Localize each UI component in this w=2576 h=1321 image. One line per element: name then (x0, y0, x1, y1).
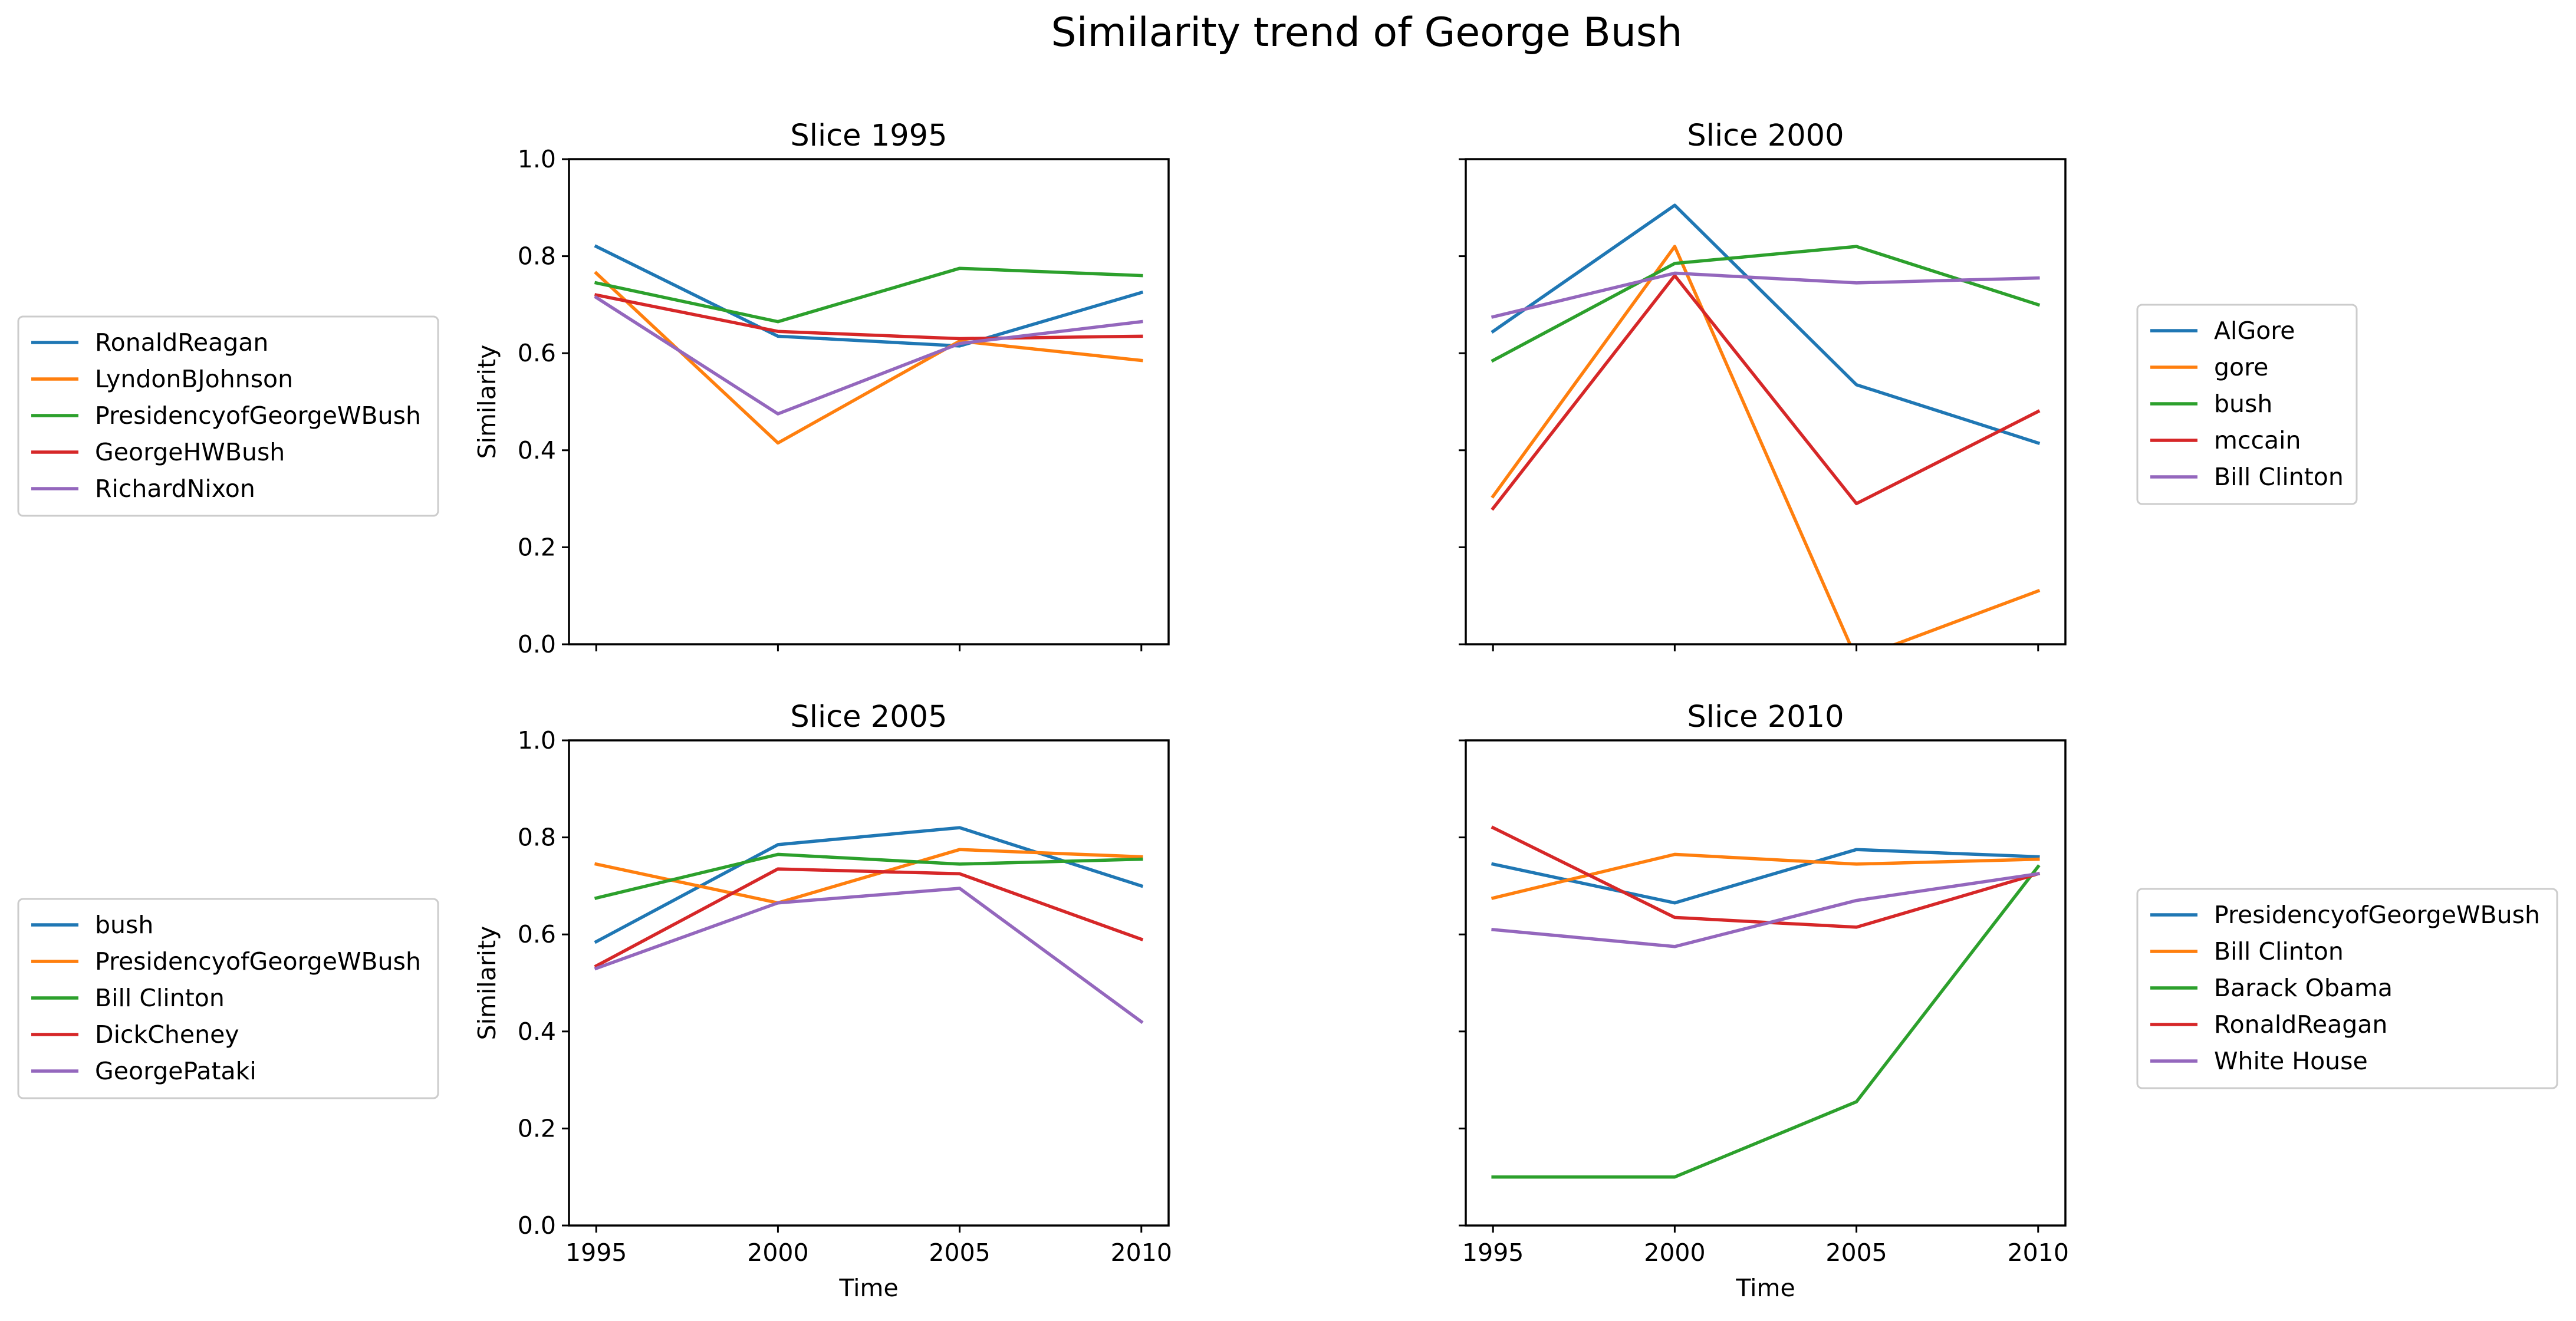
legend: bush PresidencyofGeorgeWBush Bill Clinton D… (17, 898, 439, 1099)
legend-label-white-house: White House (2214, 1047, 2368, 1075)
y-tick-label: 0.8 (518, 242, 556, 271)
x-axis-title: Time (838, 1274, 898, 1302)
series-line-bill-clinton (594, 852, 1143, 900)
y-tick-label: 0.2 (518, 1114, 556, 1142)
legend-label-lyndonbjohnson: LyndonBJohnson (95, 365, 293, 393)
y-tick-label: 0.6 (518, 920, 556, 948)
legend-label-ronaldreagan: RonaldReagan (95, 328, 268, 357)
x-tick-label: 2005 (929, 1238, 990, 1267)
legend-label-mccain: mccain (2214, 426, 2301, 454)
legend: AlGore gore bush mccain Bill Clinton (2136, 304, 2358, 505)
figure-title: Similarity trend of George Bush (1051, 9, 1683, 56)
x-axis-title: Time (1735, 1274, 1795, 1302)
series-line-richardnixon (594, 295, 1143, 416)
series-line-barack-obama (1491, 864, 2041, 1179)
series-line-presidencyofgeorgewbush (594, 266, 1143, 324)
legend-label-georgepataki: GeorgePataki (95, 1057, 256, 1085)
series-line-georgepataki (594, 887, 1144, 1024)
series-line-bush (1491, 245, 2041, 363)
series-line-bill-clinton (1491, 271, 2040, 319)
legend-label-presidencyofgeorgewbush: PresidencyofGeorgeWBush (95, 401, 421, 430)
chart-panel-4: 1995 2000 2005 2010 Slice 2010 Time Presidency… (1459, 700, 2558, 1302)
x-tick-label: 2010 (1111, 1238, 1172, 1267)
plot-frame (568, 739, 1170, 1227)
legend-label-bill-clinton: Bill Clinton (2214, 937, 2344, 966)
y-axis-title: Similarity (473, 345, 501, 459)
legend-label-bill-clinton: Bill Clinton (2214, 463, 2344, 491)
legend: RonaldReagan LyndonBJohnson PresidencyofGe… (17, 315, 439, 517)
panel-title: Slice 2000 (1687, 118, 1844, 153)
y-tick-label: 0.2 (518, 533, 556, 561)
panel-title: Slice 2005 (790, 700, 947, 734)
legend-label-bush: bush (95, 911, 153, 939)
series-line-algore (1491, 203, 2041, 445)
legend-label-gore: gore (2214, 353, 2268, 381)
chart-panel-1: 0.0 0.2 0.4 0.6 0.8 1.0 Slice 1995 Similarity Ro… (17, 118, 1170, 658)
legend-label-bill-clinton: Bill Clinton (95, 984, 225, 1012)
legend-label-dickcheney: DickCheney (95, 1020, 239, 1049)
y-tick-label: 0.6 (518, 339, 556, 367)
series-line-mccain (1491, 274, 2041, 511)
x-tick-label: 2000 (747, 1238, 808, 1267)
y-tick-label: 0.0 (518, 1211, 556, 1240)
panel-title: Slice 1995 (790, 118, 947, 153)
y-tick-label: 0.0 (518, 630, 556, 658)
series-line-georgehwbush (594, 293, 1143, 341)
plot-frame (568, 158, 1170, 645)
x-tick-label: 1995 (1462, 1238, 1524, 1267)
legend-label-ronaldreagan: RonaldReagan (2214, 1010, 2387, 1039)
y-tick-label: 0.4 (518, 436, 556, 465)
series-line-gore (1491, 245, 2041, 644)
panel-title: Slice 2010 (1687, 700, 1844, 734)
series-line-presidencyofgeorgewbush (1491, 848, 2040, 905)
x-tick-label: 1995 (565, 1238, 627, 1267)
y-tick-label: 0.8 (518, 823, 556, 852)
legend-label-bush: bush (2214, 390, 2272, 418)
y-tick-label: 1.0 (518, 145, 556, 173)
x-tick-label: 2005 (1825, 1238, 1887, 1267)
legend: PresidencyofGeorgeWBush Bill Clinton Barac… (2136, 888, 2558, 1089)
chart-panel-2: Slice 2000 AlGore gore bush mccain Bill Clint… (1459, 118, 2358, 651)
x-tick-label: 2000 (1644, 1238, 1705, 1267)
chart-panel-3: 1995 2000 2005 2010 0.0 0.2 0.4 0.6 0.8 1.0 Slice … (17, 700, 1172, 1302)
plot-frame (1465, 158, 2067, 645)
legend-label-algore: AlGore (2214, 317, 2295, 345)
series-line-dickcheney (594, 867, 1144, 968)
legend-label-presidencyofgeorgewbush: PresidencyofGeorgeWBush (95, 947, 421, 976)
legend-box (17, 898, 439, 1099)
y-tick-label: 0.4 (518, 1017, 556, 1046)
legend-box (17, 315, 439, 517)
legend-box (2136, 888, 2558, 1089)
series-line-white-house (1491, 872, 2040, 948)
plot-frame (1465, 739, 2067, 1227)
legend-label-presidencyofgeorgewbush: PresidencyofGeorgeWBush (2214, 901, 2540, 929)
y-axis-title: Similarity (473, 926, 501, 1040)
chart-panels: 0.0 0.2 0.4 0.6 0.8 1.0 Slice 1995 Similarity Ro… (17, 118, 2558, 1302)
series-line-lyndonbjohnson (594, 271, 1143, 445)
series-line-bush (594, 826, 1144, 944)
series-line-ronaldreagan (594, 244, 1144, 348)
x-tick-label: 2010 (2008, 1238, 2069, 1267)
series-line-bill-clinton (1491, 852, 2040, 900)
legend-box (2136, 304, 2358, 505)
y-tick-label: 1.0 (518, 726, 556, 755)
legend-label-barack-obama: Barack Obama (2214, 974, 2393, 1002)
legend-label-richardnixon: RichardNixon (95, 475, 255, 503)
series-line-presidencyofgeorgewbush (594, 848, 1143, 905)
legend-label-georgehwbush: GeorgeHWBush (95, 438, 285, 466)
